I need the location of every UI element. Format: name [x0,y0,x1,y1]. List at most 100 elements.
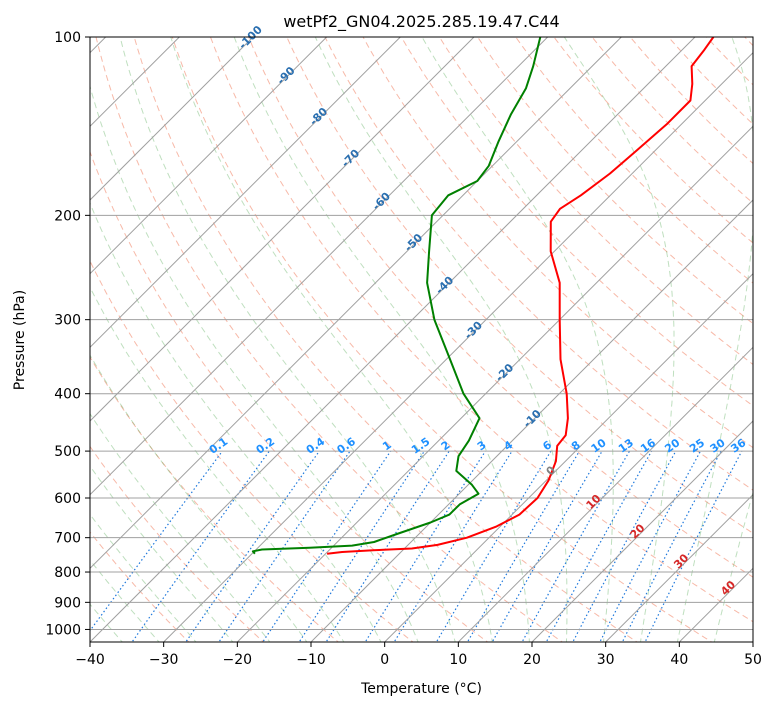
mixing-ratio-label: 1.5 [409,435,432,457]
moist-adiabat [314,37,568,642]
y-tick-label: 700 [54,531,81,547]
mixing-ratio-label: 13 [616,436,636,455]
isotherm-label: -50 [402,231,425,254]
dry-adiabat [90,531,190,642]
mixing-ratio-line [572,450,677,642]
mixing-ratio-label: 36 [728,436,748,456]
moist-adiabat [713,490,753,642]
plot-frame [89,36,754,643]
x-tick-label: 10 [449,652,467,668]
x-tick-label: 50 [744,652,762,668]
x-tick-label: −40 [75,652,105,668]
isotherm-label: -40 [433,273,456,296]
isotherm [531,420,753,642]
dry-adiabat [90,259,414,642]
isotherm [310,199,753,642]
isotherm-label: -90 [274,64,297,87]
dry-adiabat [744,37,753,47]
isotherm [605,493,753,642]
mixing-ratio-label: 0.1 [207,435,230,457]
moist-adiabat [421,37,614,642]
y-tick-label: 600 [54,491,81,507]
dewpoint-profile [251,37,542,555]
dry-adiabat [90,150,489,642]
moist-adiabat-label: 20 [628,521,648,541]
x-tick-label: 40 [670,652,688,668]
mixing-ratio-label: 0.4 [304,435,328,457]
dry-adiabat [400,37,753,407]
isotherm [752,641,753,642]
moist-adiabat [90,84,419,642]
mixing-ratio-line [90,450,223,632]
dry-adiabat [90,445,265,642]
mixing-ratio-label: 0.6 [335,435,359,457]
mixing-ratio-line [131,450,270,642]
y-tick-label: 400 [54,387,81,403]
temperature-profile [326,37,715,555]
mixing-ratio-label: 30 [708,436,728,456]
isotherm-label: -10 [521,407,544,430]
mixing-ratio-line [218,450,351,642]
y-axis-label: Pressure (hPa) [12,290,28,390]
dry-adiabat [90,356,340,642]
dry-adiabat [438,37,753,366]
y-tick-label: 900 [54,595,81,611]
x-tick-label: 20 [523,652,541,668]
isotherm [90,37,622,570]
isotherm [90,37,328,275]
x-tick-label: −10 [296,652,326,668]
y-tick-label: 800 [54,565,81,581]
y-tick-label: 200 [54,208,81,224]
mixing-ratio-line [621,450,722,642]
x-tick-label: −20 [223,652,253,668]
dry-adiabat [770,24,775,645]
moist-adiabat [90,354,308,642]
moist-adiabat [90,465,234,642]
isotherm [90,37,475,422]
x-tick-label: 30 [597,652,615,668]
y-tick-label: 100 [54,30,81,46]
mixing-ratio-line [599,450,702,642]
moist-adiabat [90,201,382,642]
profiles [251,37,715,555]
mixing-ratio-label: 10 [589,436,609,456]
mixing-ratio-line [393,450,513,642]
mixing-ratio-line [435,450,552,642]
x-tick-label: −30 [149,652,179,668]
y-tick-label: 1000 [45,622,81,638]
isotherm [163,51,753,642]
mixing-ratio-label: 25 [687,436,707,455]
moist-adiabat-label: 40 [718,578,738,598]
isotherm-label: -60 [370,189,393,212]
isotherm [457,346,753,642]
mixing-ratio-line [325,450,450,642]
isotherm-label: -30 [462,318,485,341]
mixing-ratio-line [466,450,580,642]
isotherm [678,567,753,642]
isotherm-label: -80 [307,105,330,128]
y-tick-label: 500 [54,444,81,460]
grid-lines [90,37,753,642]
x-tick-label: 0 [380,652,389,668]
isotherm [384,272,753,642]
dry-adiabat [133,37,638,642]
dry-adiabat [705,37,753,86]
mixing-ratio-label: 16 [638,436,658,456]
mixing-ratio-label: 20 [662,436,682,456]
background-lines [90,24,775,645]
mixing-ratio-line [185,450,320,642]
x-axis-label: Temperature (°C) [360,681,482,697]
x-axis: −40 −30 −20 −10 0 10 20 30 40 50 [75,642,762,668]
dry-adiabat [515,37,753,284]
mixing-ratio-line [644,450,743,642]
moist-adiabat-label: 10 [584,492,604,512]
isotherm [90,37,696,642]
chart-title: wetPf2_GN04.2025.285.19.47.C44 [283,12,559,32]
mixing-ratio-line [262,450,392,642]
dry-adiabat [324,37,753,491]
mixing-ratio-line [298,450,425,642]
y-tick-label: 300 [54,313,81,329]
isotherm [90,37,401,349]
isotherm-label: -70 [339,147,362,170]
